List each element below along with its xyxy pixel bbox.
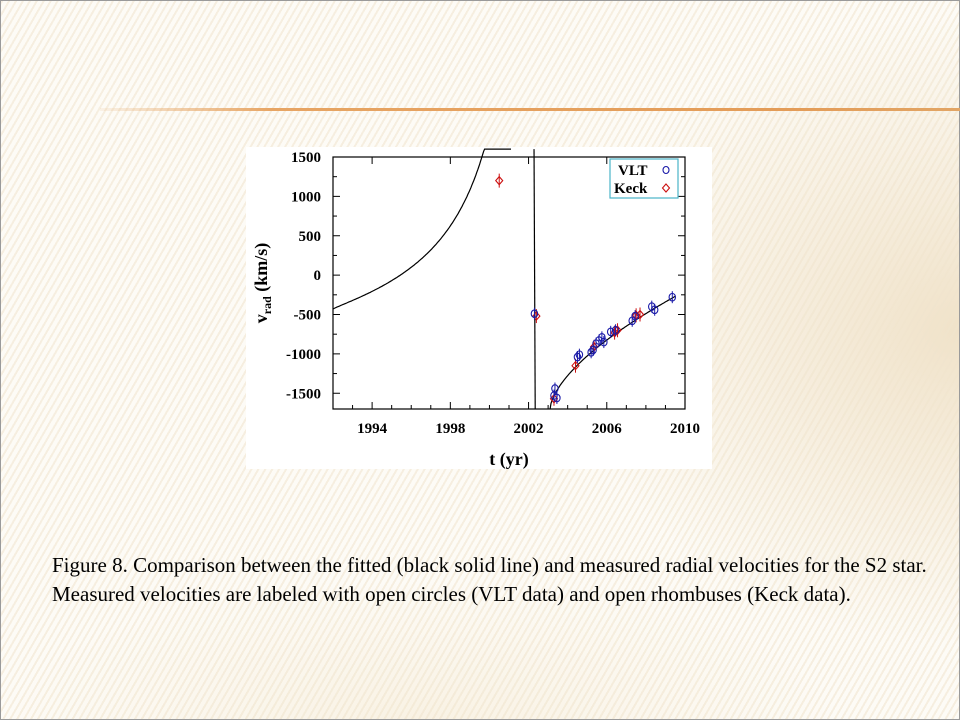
legend-keck-marker <box>661 183 671 193</box>
keck-point <box>571 360 580 371</box>
figure-8-chart: 1994 1998 2002 2006 2010 1500 1000 500 0 -500 -100… <box>246 147 712 469</box>
y-tick-label: -1500 <box>286 386 321 402</box>
radial-velocity-chart: 1994 1998 2002 2006 2010 1500 1000 500 0 -500 -100… <box>251 148 700 469</box>
vlt-point <box>575 350 584 360</box>
vlt-point <box>668 292 677 302</box>
plot-frame <box>332 156 686 410</box>
fit-curve-before-periapse <box>332 148 511 310</box>
x-tick-label: 2002 <box>514 421 544 437</box>
fit-curve-periapse <box>533 149 536 410</box>
x-tick-label: 2010 <box>670 421 700 437</box>
y-tick-label: -1000 <box>286 347 321 363</box>
title-rule <box>100 108 960 111</box>
figure-caption: Figure 8. Comparison between the fitted … <box>52 553 927 606</box>
vlt-point <box>553 393 561 403</box>
x-tick-label: 1994 <box>357 421 388 437</box>
vlt-point <box>530 309 539 319</box>
vlt-point <box>551 384 559 393</box>
keck-point <box>494 175 504 186</box>
legend: VLT Keck <box>609 158 679 199</box>
vlt-point <box>573 352 582 362</box>
legend-keck-label: Keck <box>614 181 648 197</box>
y-axis-title: vrad (km/s) <box>251 243 274 324</box>
y-tick-label: 0 <box>314 268 322 284</box>
y-tick-label: 1000 <box>291 189 321 205</box>
x-tick-label: 2006 <box>592 421 623 437</box>
y-axis-title-sub: rad <box>260 296 274 314</box>
legend-vlt-label: VLT <box>618 163 647 179</box>
y-tick-label: -500 <box>294 308 322 324</box>
y-axis-title-unit: (km/s) <box>251 243 272 297</box>
vlt-point <box>631 311 639 321</box>
y-tick-label: 500 <box>299 229 322 245</box>
vlt-point <box>611 325 620 335</box>
vlt-point <box>598 332 606 342</box>
vlt-point <box>587 347 595 357</box>
vlt-point <box>606 327 615 337</box>
axis-ticks: 1994 1998 2002 2006 2010 1500 1000 500 0 -500 -100… <box>286 150 700 437</box>
vlt-point <box>650 305 659 315</box>
legend-vlt-marker <box>662 165 670 175</box>
vlt-point <box>600 337 608 347</box>
keck-point <box>549 393 559 404</box>
x-axis-title: t (yr) <box>489 449 528 469</box>
y-axis-title-main: v <box>251 314 271 323</box>
x-tick-label: 1998 <box>435 421 465 437</box>
data-points <box>494 173 677 406</box>
y-tick-label: 1500 <box>291 150 321 166</box>
